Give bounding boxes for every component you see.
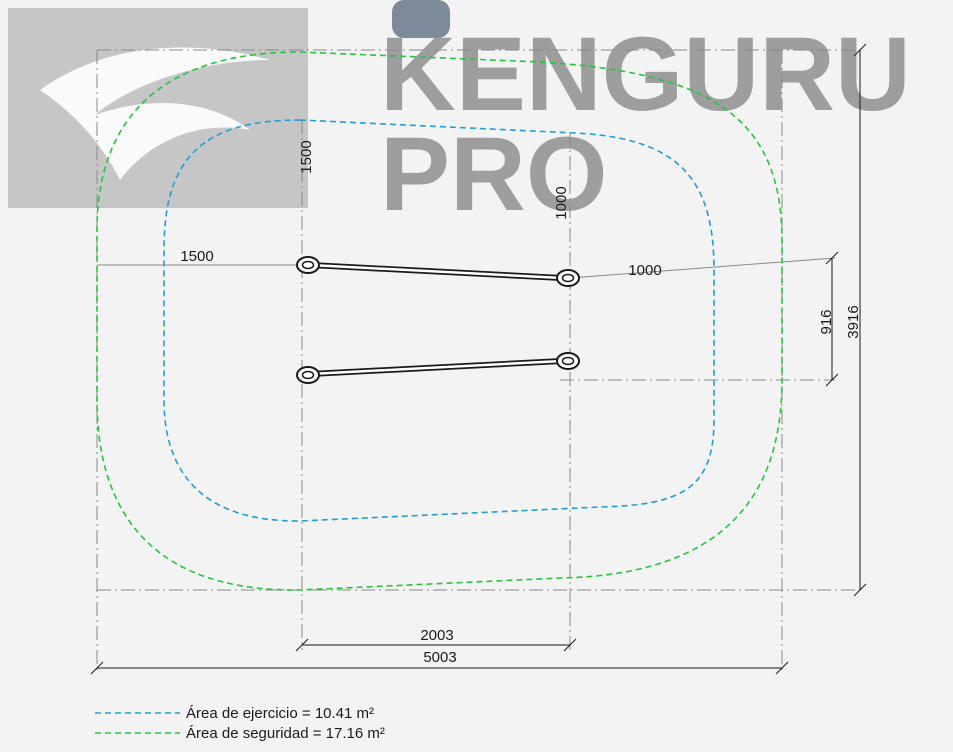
tick: [775, 661, 789, 675]
tick: [295, 638, 309, 652]
upper-bar-left-post-inner: [301, 260, 315, 270]
tick: [825, 251, 839, 265]
dim-label-916: 916: [818, 309, 835, 334]
upper-bar-inner: [309, 263, 563, 280]
dim-label-left-1500: 1500: [180, 248, 213, 265]
dim-label-top-1000: 1000: [553, 186, 570, 219]
exercise-area-outline: [163, 119, 715, 522]
safety-area-outline: [96, 51, 783, 591]
equipment-bars: [296, 256, 580, 384]
dim-label-2003: 2003: [420, 627, 453, 644]
legend: Área de ejercicio = 10.41 m² Área de seg…: [95, 705, 385, 742]
upper-bar: [296, 256, 580, 287]
tick: [853, 583, 867, 597]
tick: [825, 373, 839, 387]
brand-line1: KENGURU: [380, 16, 911, 133]
tick: [563, 638, 577, 652]
dimension-lines: [90, 43, 867, 675]
dim-label-top-1500: 1500: [298, 140, 315, 173]
ext-right-anchor: [569, 257, 836, 279]
upper-bar-right-post-inner: [561, 273, 575, 283]
tick: [853, 43, 867, 57]
lower-bar-right-post-inner: [561, 356, 575, 366]
lower-bar: [296, 352, 580, 384]
kenguru-logo-watermark: KENGURU PRO: [8, 0, 911, 233]
extension-lines: [96, 49, 860, 672]
tick: [90, 661, 104, 675]
dim-label-3916: 3916: [845, 305, 862, 338]
dim-label-5003: 5003: [423, 649, 456, 666]
lower-bar-inner: [309, 359, 563, 376]
product-post-icon: [392, 0, 450, 38]
legend-exercise-label: Área de ejercicio = 10.41 m²: [186, 705, 374, 722]
legend-safety-label: Área de seguridad = 17.16 m²: [186, 725, 385, 742]
dim-label-right-1000: 1000: [628, 262, 661, 279]
lower-bar-left-post-inner: [301, 370, 315, 380]
